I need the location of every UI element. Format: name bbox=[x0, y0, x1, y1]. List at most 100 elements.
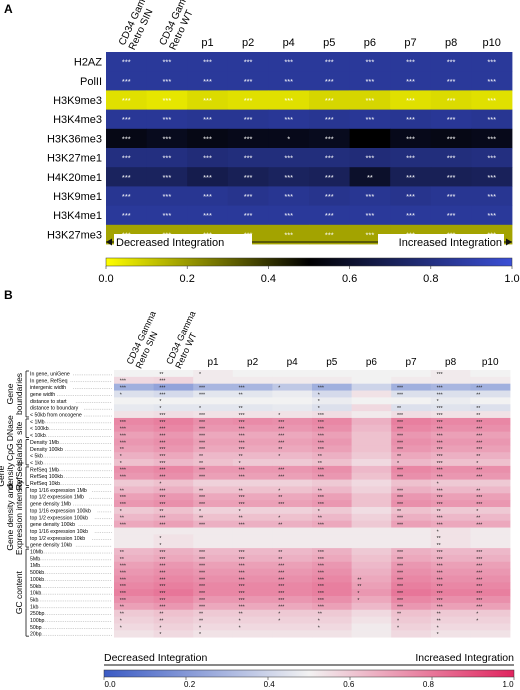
panel-a-cell-label: *** bbox=[244, 134, 253, 143]
panel-b-cell bbox=[391, 568, 432, 576]
panel-b-cell bbox=[232, 616, 273, 624]
panel-b-cell-label: *** bbox=[239, 468, 245, 474]
panel-b-cell bbox=[272, 602, 313, 611]
panel-b-cell-label: *** bbox=[397, 488, 403, 494]
panel-a-row-label: H3K36me3 bbox=[47, 133, 102, 145]
panel-a-cell-label: *** bbox=[163, 77, 172, 86]
panel-b-row-label: < 100kb bbox=[30, 426, 49, 432]
panel-a-cell bbox=[471, 90, 513, 110]
panel-b-cell bbox=[391, 452, 432, 460]
panel-b-cell bbox=[351, 575, 392, 583]
panel-b-row-label: 10kb bbox=[30, 591, 41, 597]
panel-a-cell-label: *** bbox=[487, 134, 496, 143]
panel-b-cell-label: *** bbox=[120, 468, 126, 474]
panel-b-cell bbox=[232, 431, 273, 439]
panel-a-cell-label: *** bbox=[325, 77, 334, 86]
panel-a-cell bbox=[146, 90, 188, 110]
panel-b-cell bbox=[272, 500, 313, 508]
panel-b-cell-label: *** bbox=[120, 570, 126, 576]
panel-b-cell-label: *** bbox=[318, 523, 324, 529]
panel-a-cell-label: *** bbox=[122, 96, 131, 105]
panel-b-cell bbox=[193, 417, 234, 426]
panel-b-cell-label: ** bbox=[159, 509, 163, 515]
panel-a-label: A bbox=[4, 2, 13, 16]
panel-b-tick-label: 0.2 bbox=[184, 680, 196, 689]
panel-b-cell bbox=[193, 452, 234, 460]
panel-b-cell-label: * bbox=[278, 413, 280, 419]
panel-b-cell-label: *** bbox=[199, 557, 205, 563]
panel-a-cell bbox=[227, 71, 269, 91]
panel-b-cell bbox=[391, 479, 432, 487]
panel-b-cell-label: *** bbox=[278, 605, 284, 611]
panel-b-cell-label: * bbox=[199, 632, 201, 638]
panel-b-cell bbox=[153, 500, 194, 508]
panel-b-cell bbox=[272, 630, 313, 638]
panel-a-cell bbox=[187, 167, 229, 187]
panel-b-cell bbox=[430, 376, 471, 385]
panel-b-cell bbox=[232, 479, 273, 487]
panel-b-cell-label: * bbox=[239, 461, 241, 467]
panel-b-cell-label: *** bbox=[437, 598, 443, 604]
panel-b-tick-label: 0.6 bbox=[343, 680, 355, 689]
panel-a-cell bbox=[349, 186, 391, 206]
panel-b-cell bbox=[470, 507, 511, 515]
panel-b-cell-label: *** bbox=[437, 584, 443, 590]
panel-b-row-label: 10Mb bbox=[30, 550, 43, 556]
panel-b-row-label: 1Mb bbox=[30, 563, 40, 569]
panel-b-row-label: top 1/2 expression 10kb bbox=[30, 536, 85, 542]
panel-b-cell bbox=[470, 390, 511, 398]
panel-a-tick-label: 0.6 bbox=[342, 273, 357, 285]
panel-b-cell bbox=[153, 507, 194, 515]
panel-b-cell-label: * bbox=[397, 618, 399, 624]
panel-b-cell bbox=[153, 596, 194, 604]
panel-b-cell bbox=[114, 445, 154, 453]
panel-b-cell-label: ** bbox=[199, 461, 203, 467]
panel-b-cell-label: *** bbox=[159, 598, 165, 604]
panel-b-row-label: 500kb bbox=[30, 570, 44, 576]
panel-b-cell bbox=[232, 589, 273, 597]
panel-b-cell bbox=[114, 534, 154, 542]
panel-a-tick-label: 0.4 bbox=[261, 273, 276, 285]
panel-b-cell bbox=[232, 575, 273, 583]
panel-a-cell bbox=[390, 128, 432, 149]
panel-a-cell bbox=[187, 71, 229, 91]
panel-a-col-label: p7 bbox=[404, 37, 416, 49]
panel-b-cell-label: *** bbox=[397, 420, 403, 426]
panel-b-cell-label: * bbox=[278, 488, 280, 494]
panel-b-cbar-gradient-bar bbox=[103, 669, 515, 678]
panel-b-cell-label: *** bbox=[199, 447, 205, 453]
panel-b-cell-label: *** bbox=[199, 433, 205, 439]
panel-b-cell-label: *** bbox=[239, 386, 245, 392]
panel-b-col-label: p4 bbox=[287, 357, 299, 368]
panel-b-row-label: gene density 100kb bbox=[30, 522, 75, 528]
panel-b-cell bbox=[153, 486, 194, 494]
panel-b-cell bbox=[153, 404, 194, 412]
panel-b-cell bbox=[470, 370, 511, 378]
panel-b-cell bbox=[351, 397, 392, 405]
panel-b-cell-label: *** bbox=[159, 413, 165, 419]
panel-b-cell-label: *** bbox=[437, 577, 443, 583]
panel-b-cell-label: ** bbox=[437, 543, 441, 549]
panel-b-cell-label: * bbox=[357, 591, 359, 597]
panel-a-cell-label: *** bbox=[203, 115, 212, 124]
panel-b-cell-label: *** bbox=[437, 392, 443, 398]
panel-b-cell bbox=[430, 452, 471, 460]
panel-b-cell bbox=[232, 541, 273, 549]
panel-b-cell bbox=[430, 575, 471, 583]
panel-b-cell bbox=[114, 438, 154, 446]
panel-b-cell-label: *** bbox=[397, 584, 403, 590]
panel-a-cell bbox=[268, 205, 310, 226]
panel-b-cell-label: *** bbox=[318, 557, 324, 563]
panel-b-cell bbox=[193, 602, 234, 611]
panel-a-cell bbox=[390, 90, 432, 110]
panel-a-cell-label: *** bbox=[203, 96, 212, 105]
panel-b-cell bbox=[391, 507, 432, 515]
panel-a-cell bbox=[106, 186, 147, 206]
panel-b-cell bbox=[114, 486, 154, 494]
panel-b-cell-label: *** bbox=[159, 427, 165, 433]
panel-b-cell bbox=[351, 527, 392, 535]
panel-b-cell bbox=[430, 623, 471, 631]
panel-b-row-label: top 1/16 expression 100kb bbox=[30, 508, 91, 514]
panel-b-cell bbox=[232, 424, 273, 433]
panel-b-row-label: RefSeq 10kb bbox=[30, 481, 60, 487]
